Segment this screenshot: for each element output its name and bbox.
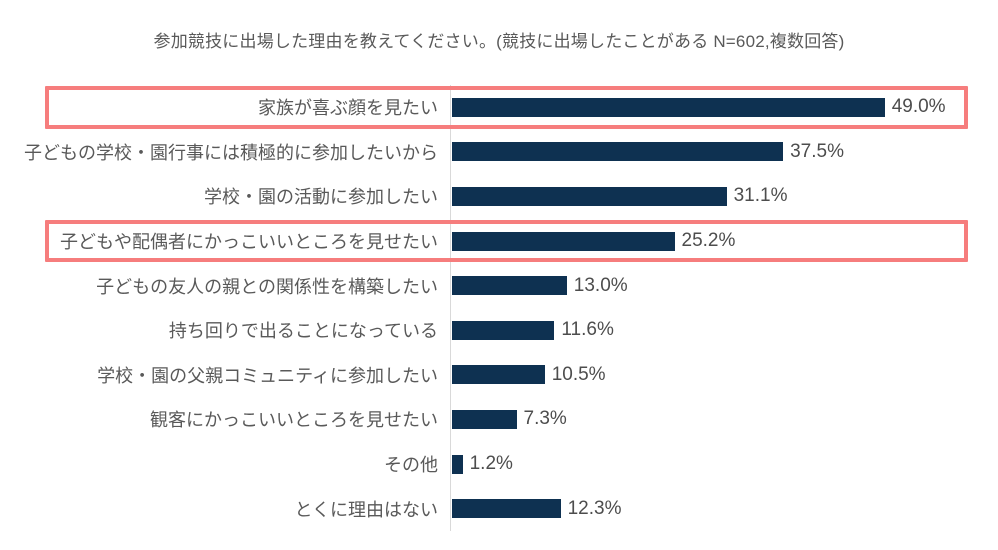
bar bbox=[452, 97, 885, 117]
bar-row: 子どもの友人の親との関係性を構築したい 13.0% bbox=[0, 263, 998, 308]
value-label: 10.5% bbox=[551, 363, 606, 385]
bar-plot-area: 10.5% bbox=[444, 353, 998, 398]
category-label: とくに理由はない bbox=[294, 499, 438, 520]
value-label: 37.5% bbox=[790, 140, 844, 162]
bar bbox=[452, 186, 727, 206]
bar-row: 観客にかっこいいところを見せたい 7.3% bbox=[0, 397, 998, 442]
category-label: 学校・園の活動に参加したい bbox=[204, 187, 438, 208]
bar-row: とくに理由はない 12.3% bbox=[0, 486, 998, 531]
bar bbox=[452, 231, 675, 251]
category-label: 観客にかっこいいところを見せたい bbox=[150, 410, 438, 431]
bar bbox=[452, 320, 555, 340]
bar-row: その他 1.2% bbox=[0, 442, 998, 487]
bar-plot-area: 31.1% bbox=[444, 174, 998, 219]
bar bbox=[452, 142, 784, 162]
bar bbox=[452, 276, 567, 296]
bar-row: 学校・園の活動に参加したい 31.1% bbox=[0, 174, 998, 219]
bar-row: 家族が喜ぶ顔を見たい 49.0% bbox=[0, 85, 998, 130]
bar-chart: 家族が喜ぶ顔を見たい 49.0% 子どもの学校・園行事には積極的に参加したいから… bbox=[0, 85, 998, 531]
bar-plot-area: 7.3% bbox=[444, 397, 998, 442]
category-label: 子どもの友人の親との関係性を構築したい bbox=[96, 276, 438, 297]
value-label: 49.0% bbox=[891, 96, 946, 118]
category-label: 子どもの学校・園行事には積極的に参加したいから bbox=[24, 142, 438, 163]
value-label: 1.2% bbox=[469, 453, 513, 475]
bar-plot-area: 37.5% bbox=[444, 130, 998, 175]
bar bbox=[452, 454, 463, 474]
category-label: 家族が喜ぶ顔を見たい bbox=[258, 98, 438, 119]
value-label: 25.2% bbox=[681, 230, 736, 252]
bar-plot-area: 25.2% bbox=[444, 219, 998, 264]
category-label: 学校・園の父親コミュニティに参加したい bbox=[97, 365, 438, 386]
bar-plot-area: 1.2% bbox=[444, 442, 998, 487]
bar-row: 学校・園の父親コミュニティに参加したい 10.5% bbox=[0, 353, 998, 398]
value-label: 7.3% bbox=[523, 408, 567, 430]
chart-title: 参加競技に出場した理由を教えてください。(競技に出場したことがある N=602,… bbox=[153, 32, 845, 51]
bar-plot-area: 13.0% bbox=[444, 263, 998, 308]
category-label: 持ち回りで出ることになっている bbox=[168, 321, 438, 342]
value-label: 12.3% bbox=[567, 497, 622, 519]
bar bbox=[452, 499, 561, 519]
bar-plot-area: 12.3% bbox=[444, 486, 998, 531]
value-label: 11.6% bbox=[561, 319, 614, 341]
bar-row: 持ち回りで出ることになっている 11.6% bbox=[0, 308, 998, 353]
value-label: 31.1% bbox=[733, 185, 788, 207]
bar bbox=[452, 409, 517, 429]
bar-row: 子どもや配偶者にかっこいいところを見せたい 25.2% bbox=[0, 219, 998, 264]
y-axis-line bbox=[450, 85, 451, 531]
category-label: その他 bbox=[384, 455, 438, 476]
bar-plot-area: 49.0% bbox=[444, 85, 998, 130]
bar bbox=[452, 365, 545, 385]
bar-plot-area: 11.6% bbox=[444, 308, 998, 353]
value-label: 13.0% bbox=[573, 274, 628, 296]
category-label: 子どもや配偶者にかっこいいところを見せたい bbox=[60, 232, 438, 253]
bar-row: 子どもの学校・園行事には積極的に参加したいから 37.5% bbox=[0, 130, 998, 175]
